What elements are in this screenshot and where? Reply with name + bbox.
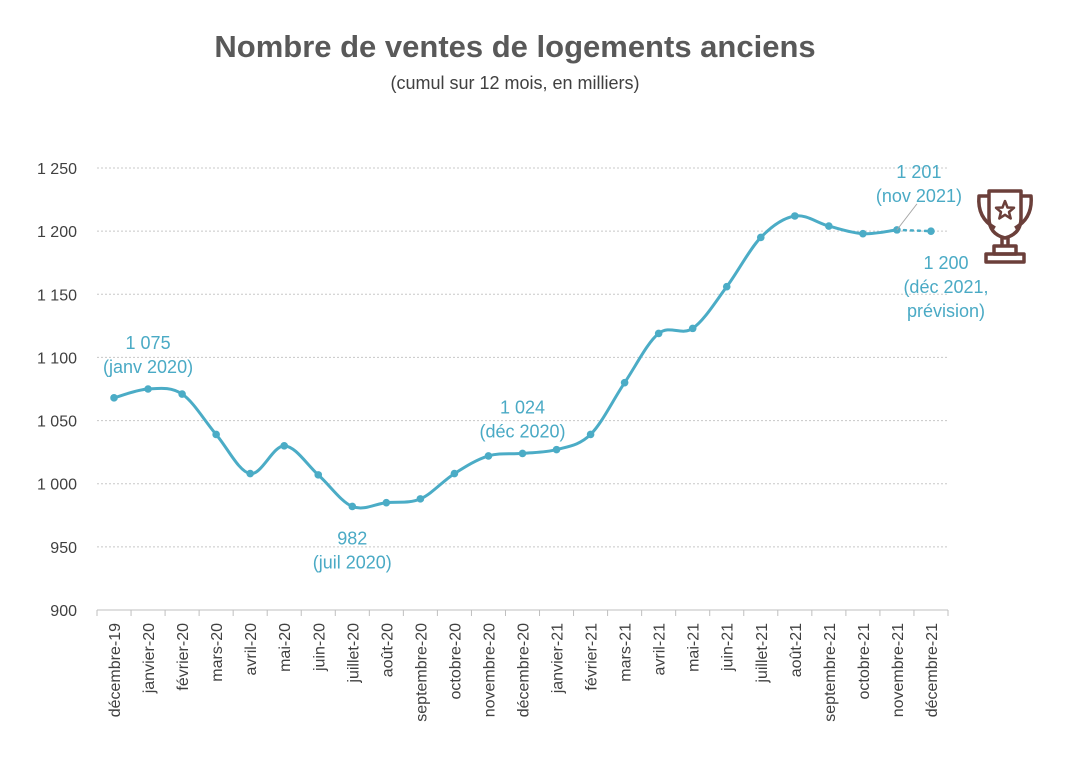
leader-line [896, 203, 918, 231]
data-label: (janv 2020) [103, 357, 193, 377]
y-tick-label: 1 200 [37, 224, 77, 241]
data-label: (nov 2021) [876, 186, 962, 206]
data-point [144, 385, 152, 393]
y-tick-label: 1 150 [37, 287, 77, 304]
data-point [416, 495, 425, 503]
data-label: prévision) [907, 301, 985, 321]
trophy-icon [977, 189, 1033, 264]
x-tick-label: juillet-20 [345, 623, 362, 684]
y-tick-label: 900 [50, 603, 77, 620]
x-tick-label: juin-20 [311, 623, 328, 672]
x-tick-label: septembre-20 [413, 623, 430, 722]
data-point [212, 430, 220, 439]
data-label: (déc 2020) [479, 421, 565, 441]
x-tick-label: avril-21 [652, 623, 669, 676]
data-point [654, 329, 663, 338]
x-tick-label: avril-20 [243, 623, 260, 676]
data-point [280, 442, 289, 450]
data-point [314, 471, 323, 479]
x-tick-label: octobre-21 [856, 623, 873, 700]
data-point [756, 233, 765, 242]
x-tick-label: février-20 [175, 623, 192, 691]
x-tick-label: février-21 [584, 623, 601, 691]
data-point [791, 212, 799, 220]
x-tick-label: mars-21 [618, 623, 635, 682]
y-tick-label: 1 100 [37, 350, 77, 367]
y-tick-label: 1 000 [37, 477, 77, 494]
data-point [552, 445, 561, 454]
data-label: 982 [337, 528, 367, 548]
data-point [246, 469, 254, 478]
x-tick-label: septembre-21 [822, 623, 839, 722]
series-line [113, 214, 898, 510]
data-label: 1 075 [126, 333, 171, 353]
data-point [722, 282, 731, 291]
y-tick-label: 1 050 [37, 414, 77, 431]
x-tick-label: mars-20 [209, 623, 226, 682]
x-tick-label: octobre-20 [447, 623, 464, 700]
x-tick-label: décembre-19 [107, 623, 124, 717]
x-tick-label: mai-21 [686, 623, 703, 672]
chart-title: Nombre de ventes de logements anciens [214, 29, 815, 64]
data-label: 1 201 [896, 162, 941, 182]
data-point [110, 394, 118, 402]
y-tick-label: 1 250 [37, 161, 77, 178]
data-point [620, 378, 629, 387]
data-point [484, 452, 493, 460]
data-label: (juil 2020) [313, 552, 392, 572]
y-tick-label: 950 [50, 540, 77, 557]
x-tick-label: janvier-21 [550, 623, 567, 694]
x-tick-label: novembre-21 [890, 623, 907, 717]
data-point [450, 469, 459, 478]
x-tick-label: novembre-20 [481, 623, 498, 717]
x-tick-label: juillet-21 [754, 623, 771, 684]
data-point [927, 227, 935, 235]
data-point [586, 430, 595, 439]
data-point [518, 449, 527, 458]
forecast-line [895, 228, 933, 233]
x-tick-label: août-21 [788, 623, 805, 677]
data-label: 1 024 [500, 397, 545, 417]
data-point [348, 502, 357, 511]
x-tick-label: juin-21 [720, 623, 737, 672]
x-tick-label: janvier-20 [141, 623, 158, 694]
x-tick-label: mai-20 [277, 623, 294, 672]
data-point [825, 222, 833, 230]
x-tick-label: décembre-20 [516, 623, 533, 717]
data-point [178, 390, 186, 398]
data-label: 1 200 [923, 253, 968, 273]
x-tick-label: août-20 [379, 623, 396, 677]
data-point [688, 324, 697, 333]
x-tick-label: décembre-21 [924, 623, 941, 717]
data-point [859, 229, 867, 238]
chart-subtitle: (cumul sur 12 mois, en milliers) [390, 73, 639, 93]
data-point [382, 498, 391, 507]
data-label: (déc 2021, [903, 277, 988, 297]
